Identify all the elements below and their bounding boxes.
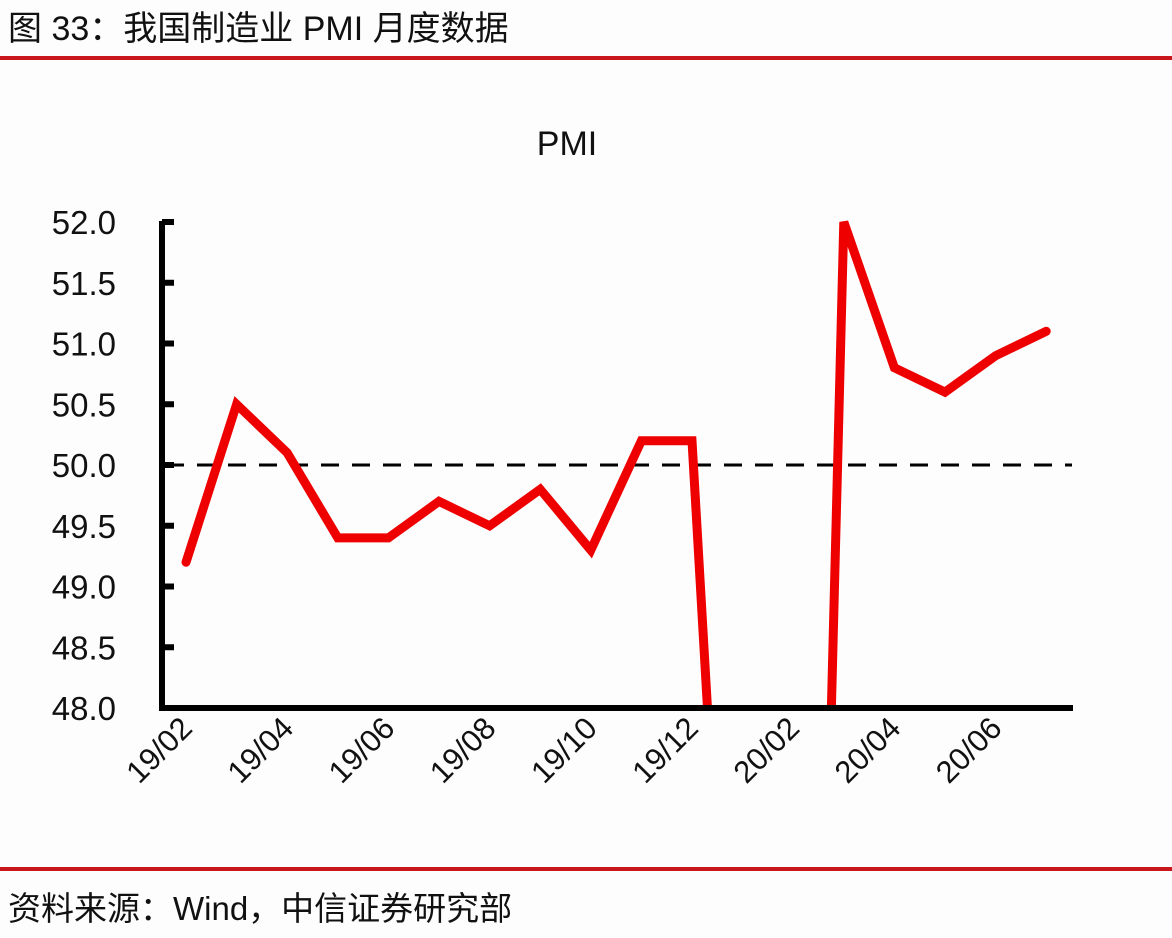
pmi-series-line: [181, 220, 1051, 709]
x-tick-label: 19/08: [423, 710, 503, 790]
figure-caption: 图 33：我国制造业 PMI 月度数据: [8, 10, 509, 48]
y-axis-ticks: 52.0 51.5 51.0 50.5 50.0 49.5 49.0 48.5 48.0: [52, 204, 174, 727]
source-note: 资料来源：Wind，中信证券研究部: [8, 890, 513, 927]
y-tick-label: 49.5: [52, 508, 116, 545]
bottom-divider: [0, 867, 1172, 871]
x-tick-label: 20/04: [828, 710, 908, 790]
x-tick-label: 19/12: [625, 710, 705, 790]
pmi-line-chart: PMI 52.0 51.5 51.0 50.5 50.0 49.5 49.0 48.5 48.0…: [52, 125, 1073, 790]
y-tick-label: 52.0: [52, 204, 116, 241]
y-tick-label: 50.5: [52, 386, 116, 423]
y-tick-label: 49.0: [52, 569, 116, 606]
y-tick-label: 48.5: [52, 629, 116, 666]
y-tick-label: 50.0: [52, 447, 116, 484]
x-tick-label: 19/04: [221, 710, 301, 790]
x-tick-label: 19/02: [119, 710, 199, 790]
y-tick-label: 51.0: [52, 326, 116, 363]
x-tick-label: 20/02: [727, 710, 807, 790]
x-tick-label: 19/06: [322, 710, 402, 790]
x-axis-ticks: 19/02 19/04 19/06 19/08 19/10 19/12 20/02 20/04…: [119, 710, 1008, 790]
chart-title: PMI: [537, 125, 597, 163]
x-tick-label: 20/06: [929, 710, 1009, 790]
x-tick-label: 19/10: [524, 710, 604, 790]
y-tick-label: 51.5: [52, 265, 116, 302]
top-divider: [0, 56, 1172, 60]
y-tick-label: 48.0: [52, 690, 116, 727]
